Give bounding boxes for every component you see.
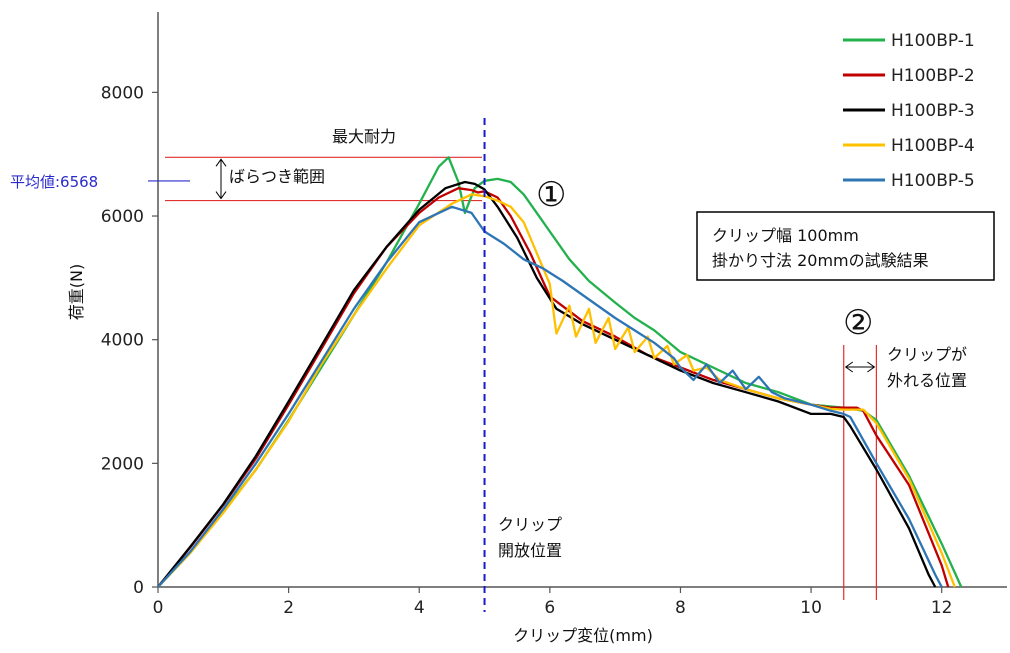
info-line-1: クリップ幅 100mm [712,226,859,245]
series-line-h100bp-5 [157,205,943,588]
x-tick-label-5: 10 [800,598,822,618]
y-tick-label-3: 6000 [101,207,144,227]
y-tick-label-4: 8000 [101,83,144,103]
spread-arrow-head-up [215,158,227,167]
spread-arrow-head-down [215,191,227,200]
y-tick-label-2: 4000 [101,331,144,351]
legend-label-0: H100BP-1 [891,31,975,51]
series-line-h100bp-2 [157,187,950,588]
legend: H100BP-1 H100BP-2 H100BP-3 H100BP-4 H100BP-5 [843,31,975,191]
x-axis-label: クリップ変位(mm) [513,626,653,645]
x-tick-label-2: 4 [414,598,425,618]
legend-label-3: H100BP-4 [891,136,975,156]
legend-label-2: H100BP-3 [891,101,975,121]
clip-open-label-line2: 開放位置 [498,541,562,560]
y-tick-label-0: 0 [133,578,144,598]
series-lines [148,156,963,600]
x-tick-label-3: 6 [544,598,555,618]
series-line-h100bp-3 [157,180,937,588]
spread-label: ばらつき範囲 [229,167,325,186]
clip-open-label-line1: クリップ [498,515,562,534]
x-tick-label-6: 12 [931,598,953,618]
y-axis-label: 荷重(N) [67,264,86,320]
max-strength-label: 最大耐力 [332,127,396,146]
average-label: 平均値:6568 [10,173,98,191]
axes: 0 2 4 6 8 10 12 0 2000 4000 6000 8000 [101,12,1007,618]
detach-label-line1: クリップが [887,345,967,364]
detach-arrow-head-right [867,361,876,373]
circle-1-label: ① [536,175,566,215]
y-tick-label-1: 2000 [101,454,144,474]
info-box [696,211,995,281]
x-tick-label-4: 8 [675,598,686,618]
x-tick-label-1: 2 [283,598,294,618]
detach-label-line2: 外れる位置 [887,371,967,390]
detach-arrow-head-left [844,361,854,373]
info-line-2: 掛かり寸法 20mmの試験結果 [712,251,929,270]
legend-label-1: H100BP-2 [891,66,975,86]
legend-label-4: H100BP-5 [891,171,975,191]
circle-2-label: ② [843,303,873,343]
x-tick-label-0: 0 [153,598,164,618]
